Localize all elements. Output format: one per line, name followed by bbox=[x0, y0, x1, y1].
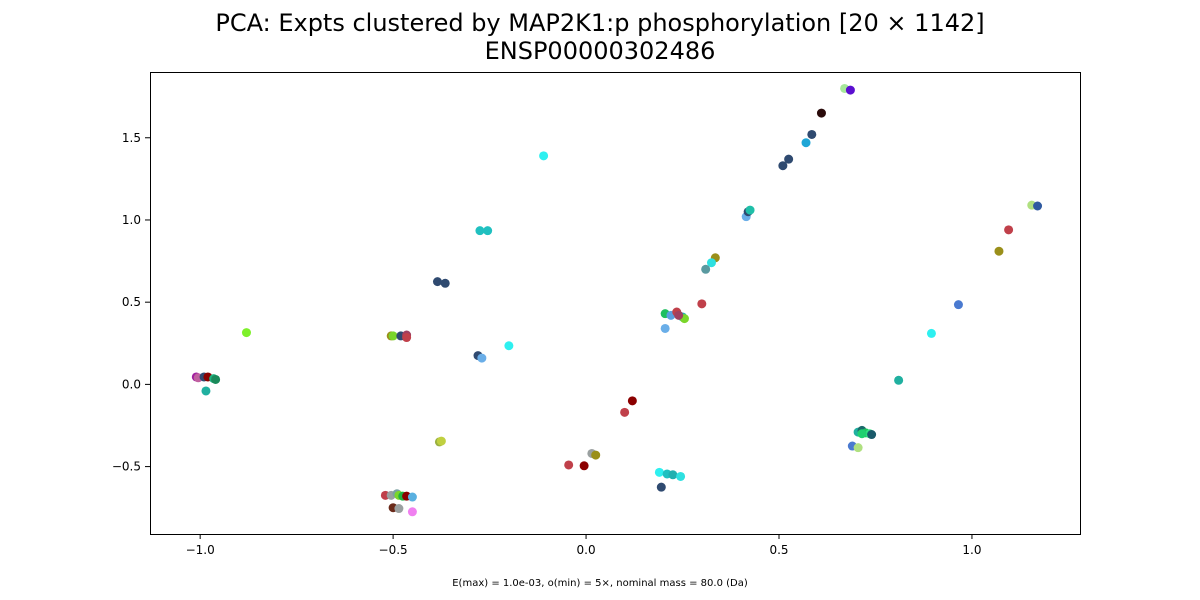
data-point bbox=[745, 205, 755, 215]
x-tick-label: −1.0 bbox=[186, 543, 215, 557]
data-point bbox=[697, 299, 707, 309]
y-tick-label: 0.0 bbox=[122, 377, 141, 391]
x-tick-label: 0.5 bbox=[769, 543, 788, 557]
data-point bbox=[853, 443, 863, 453]
data-point bbox=[656, 482, 666, 492]
data-point bbox=[778, 161, 788, 171]
y-tick-label: −0.5 bbox=[112, 460, 141, 474]
data-point bbox=[1033, 201, 1043, 211]
data-point bbox=[440, 278, 450, 288]
data-point bbox=[579, 461, 589, 471]
points-layer bbox=[191, 83, 1043, 517]
data-point bbox=[1004, 225, 1014, 235]
data-point bbox=[477, 353, 487, 363]
data-point bbox=[953, 300, 963, 310]
data-point bbox=[388, 331, 398, 341]
x-tick-label: 0.0 bbox=[577, 543, 596, 557]
x-tick-label: 1.0 bbox=[962, 543, 981, 557]
data-point bbox=[564, 460, 574, 470]
data-point bbox=[483, 226, 493, 236]
y-tick-label: 1.0 bbox=[122, 213, 141, 227]
chart-title: PCA: Expts clustered by MAP2K1:p phospho… bbox=[215, 9, 985, 37]
data-point bbox=[241, 328, 251, 338]
data-point bbox=[407, 492, 417, 502]
plot-frame bbox=[150, 72, 1081, 535]
data-point bbox=[394, 504, 404, 514]
y-axis: −0.5 0.0 0.5 1.0 1.5 bbox=[112, 131, 150, 474]
data-point bbox=[676, 471, 686, 481]
data-point bbox=[660, 323, 670, 333]
data-point bbox=[701, 264, 711, 274]
data-point bbox=[402, 333, 412, 343]
footnote: E(max) = 1.0e-03, o(min) = 5×, nominal m… bbox=[452, 578, 748, 589]
data-point bbox=[654, 467, 664, 477]
data-point bbox=[801, 138, 811, 148]
data-point bbox=[504, 341, 514, 351]
data-point bbox=[620, 407, 630, 417]
data-point bbox=[211, 374, 221, 384]
data-point bbox=[867, 430, 877, 440]
data-point bbox=[407, 507, 417, 517]
y-tick-label: 0.5 bbox=[122, 295, 141, 309]
data-point bbox=[432, 277, 442, 287]
x-axis: −1.0 −0.5 0.0 0.5 1.0 bbox=[186, 534, 981, 557]
data-point bbox=[539, 151, 549, 161]
data-point bbox=[591, 450, 601, 460]
chart-subtitle: ENSP00000302486 bbox=[484, 37, 716, 65]
y-tick-label: 1.5 bbox=[122, 131, 141, 145]
data-point bbox=[926, 328, 936, 338]
data-point bbox=[706, 258, 716, 268]
data-point bbox=[816, 108, 826, 118]
data-point bbox=[845, 85, 855, 95]
data-point bbox=[784, 154, 794, 164]
data-point bbox=[994, 246, 1004, 256]
data-point bbox=[894, 375, 904, 385]
x-tick-label: −0.5 bbox=[379, 543, 408, 557]
data-point bbox=[668, 470, 678, 480]
data-point bbox=[807, 129, 817, 139]
data-point bbox=[436, 436, 446, 446]
data-point bbox=[857, 429, 867, 439]
data-point bbox=[201, 386, 211, 396]
data-point bbox=[674, 310, 684, 320]
data-point bbox=[627, 396, 637, 406]
data-point bbox=[475, 226, 485, 236]
